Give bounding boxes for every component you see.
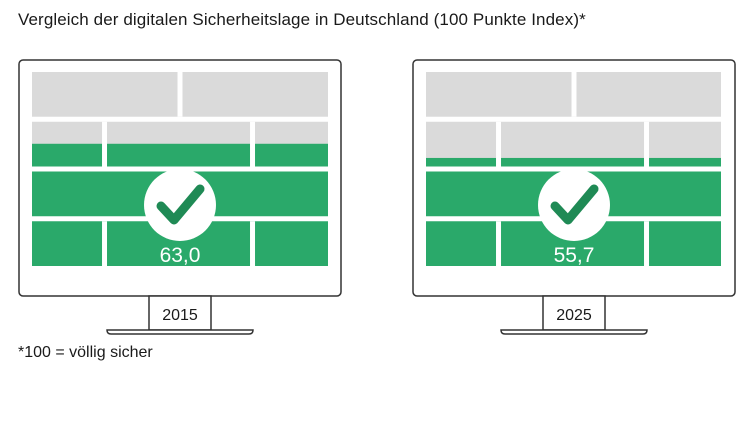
brick-row-divider (32, 116, 328, 122)
check-icon (550, 184, 599, 225)
brick-row-divider (426, 116, 721, 122)
tick-label-2015: 2015 (162, 307, 198, 324)
tick-label-2025: 2025 (556, 307, 592, 324)
brick-row-divider (426, 166, 721, 172)
brick-col-divider (644, 121, 650, 167)
monitor-2015: 2015 63,0 (18, 59, 342, 335)
monitor-stand (148, 295, 212, 331)
data-label-2015: 63,0 (160, 244, 201, 267)
brick-col-divider (496, 121, 502, 167)
brick-col-divider (496, 221, 502, 266)
brick-col-divider (102, 121, 108, 167)
monitor-base (106, 329, 254, 335)
brick-col-divider (177, 72, 183, 117)
brick-col-divider (102, 221, 108, 266)
brick-col-divider (250, 221, 256, 266)
check-circle (538, 169, 610, 241)
check-icon (156, 184, 205, 225)
data-label-2025: 55,7 (554, 244, 595, 267)
brick-col-divider (250, 121, 256, 167)
monitor-2025: 2025 55,7 (412, 59, 736, 335)
monitor-base (500, 329, 648, 335)
footnote: *100 = völlig sicher (18, 344, 153, 361)
brick-col-divider (644, 221, 650, 266)
check-circle (144, 169, 216, 241)
brick-col-divider (571, 72, 577, 117)
chart-title: Vergleich der digitalen Sicherheitslage … (18, 10, 586, 29)
